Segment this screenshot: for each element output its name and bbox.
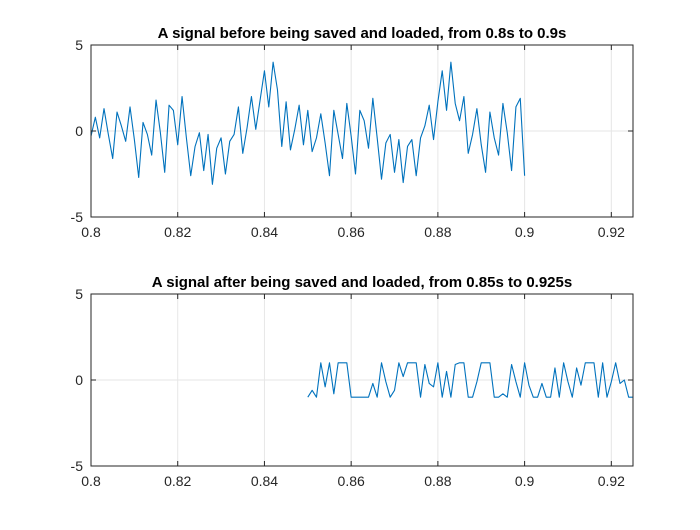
series-line bbox=[90, 61, 526, 185]
x-tick-label: 0.92 bbox=[598, 473, 625, 489]
x-tick-label: 0.84 bbox=[251, 473, 278, 489]
y-tick-label: 5 bbox=[75, 286, 83, 302]
y-tick-label: 0 bbox=[75, 123, 83, 139]
x-tick-label: 0.88 bbox=[424, 224, 451, 240]
chart-1: 0.8 0.82 0.84 0.86 0.88 0.9 0.92 -5 0 5 A signal b… bbox=[71, 25, 634, 240]
x-tick-label: 0.8 bbox=[81, 473, 101, 489]
x-tick-label: 0.82 bbox=[164, 473, 191, 489]
chart-title: A signal before being saved and loaded, … bbox=[158, 25, 567, 42]
x-tick-label: 0.84 bbox=[251, 224, 278, 240]
x-tick-label: 0.9 bbox=[515, 473, 535, 489]
x-tick-label: 0.86 bbox=[338, 224, 365, 240]
x-tick-label: 0.88 bbox=[424, 473, 451, 489]
series-line bbox=[307, 362, 633, 398]
chart-title: A signal after being saved and loaded, f… bbox=[152, 274, 572, 291]
x-tick-label: 0.9 bbox=[515, 224, 535, 240]
y-tick-label: -5 bbox=[71, 209, 84, 225]
x-tick-label: 0.8 bbox=[81, 224, 101, 240]
y-tick-label: 0 bbox=[75, 372, 83, 388]
chart-2: 0.8 0.82 0.84 0.86 0.88 0.9 0.92 -5 0 5 A signal a… bbox=[71, 274, 634, 489]
x-tick-label: 0.82 bbox=[164, 224, 191, 240]
y-tick-label: -5 bbox=[71, 458, 84, 474]
x-tick-label: 0.86 bbox=[338, 473, 365, 489]
x-tick-label: 0.92 bbox=[598, 224, 625, 240]
y-tick-label: 5 bbox=[75, 37, 83, 53]
